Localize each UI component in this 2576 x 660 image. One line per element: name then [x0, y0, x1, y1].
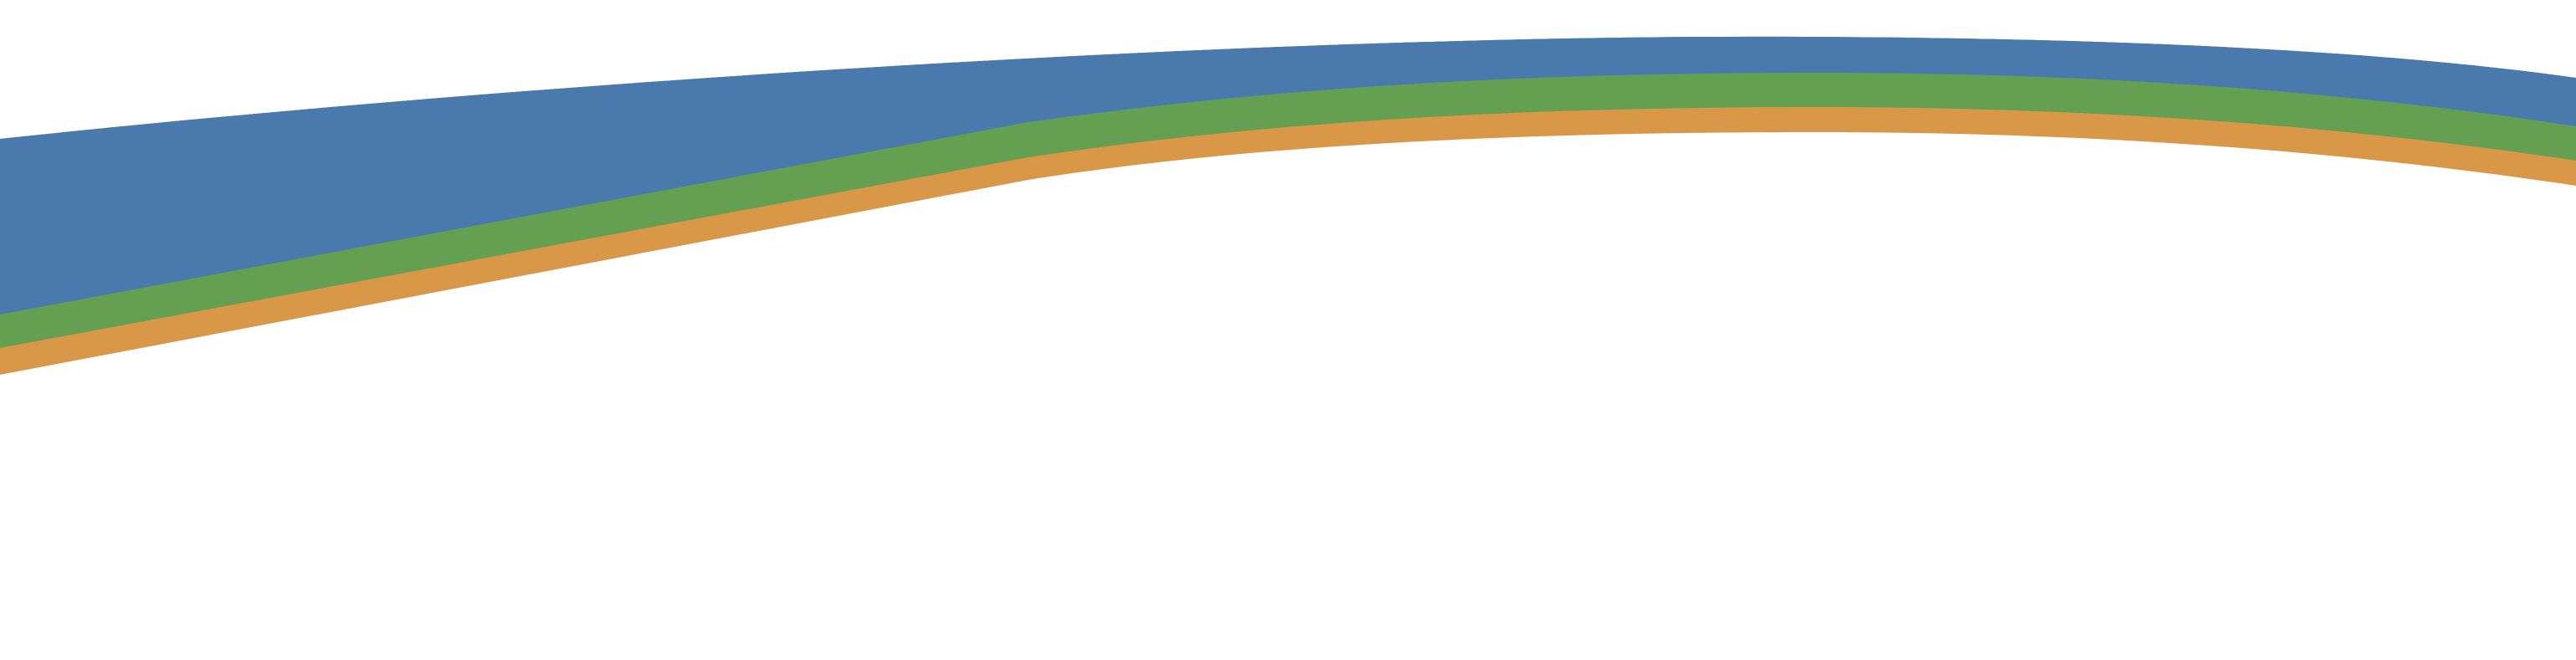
- blue-band: [0, 36, 2576, 315]
